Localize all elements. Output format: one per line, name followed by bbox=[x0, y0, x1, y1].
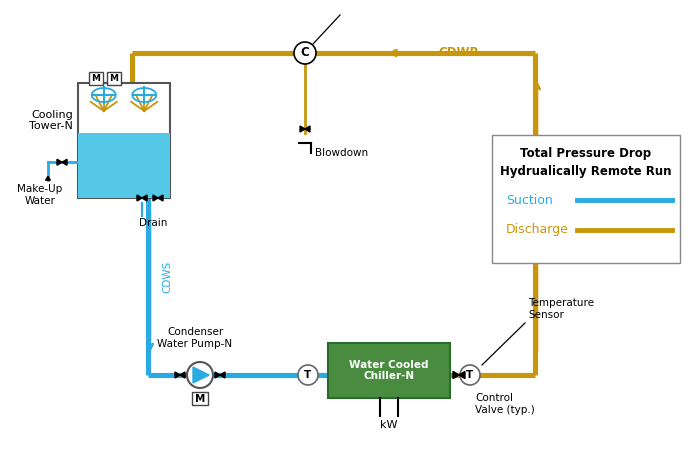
Polygon shape bbox=[62, 159, 67, 165]
Circle shape bbox=[460, 365, 480, 385]
Bar bbox=[328, 343, 450, 398]
Polygon shape bbox=[300, 126, 305, 132]
Text: T: T bbox=[466, 370, 474, 380]
Text: Make-Up
Water: Make-Up Water bbox=[18, 184, 62, 206]
Text: Suction: Suction bbox=[506, 193, 553, 207]
Polygon shape bbox=[158, 195, 163, 201]
Text: Total Pressure Drop: Total Pressure Drop bbox=[520, 147, 652, 160]
Text: M: M bbox=[195, 394, 205, 404]
Bar bbox=[78, 133, 170, 198]
Circle shape bbox=[294, 42, 316, 64]
Polygon shape bbox=[142, 195, 147, 201]
Text: Cooling
Tower-N: Cooling Tower-N bbox=[29, 110, 73, 131]
Text: M: M bbox=[91, 74, 100, 83]
Polygon shape bbox=[153, 195, 158, 201]
Text: Hydrualically Remote Run: Hydrualically Remote Run bbox=[500, 165, 672, 178]
Text: T: T bbox=[304, 370, 312, 380]
Bar bbox=[192, 392, 208, 405]
Text: Conductivity
Sensor: Conductivity Sensor bbox=[290, 0, 356, 1]
Text: CDWR: CDWR bbox=[438, 47, 479, 59]
Polygon shape bbox=[193, 367, 209, 383]
Bar bbox=[89, 72, 103, 85]
Circle shape bbox=[187, 362, 213, 388]
Text: M: M bbox=[109, 74, 118, 83]
Text: Discharge: Discharge bbox=[506, 223, 569, 236]
Polygon shape bbox=[305, 126, 310, 132]
Text: Condenser
Water Pump-N: Condenser Water Pump-N bbox=[158, 328, 232, 349]
Polygon shape bbox=[137, 195, 142, 201]
Text: Drain: Drain bbox=[139, 218, 167, 228]
Bar bbox=[492, 135, 680, 263]
Polygon shape bbox=[46, 176, 50, 180]
Polygon shape bbox=[220, 372, 225, 378]
Text: Water Cooled
Chiller-N: Water Cooled Chiller-N bbox=[349, 360, 428, 381]
Bar bbox=[78, 83, 170, 198]
Polygon shape bbox=[459, 371, 465, 379]
Circle shape bbox=[298, 365, 318, 385]
Text: CDWS: CDWS bbox=[162, 260, 172, 293]
Polygon shape bbox=[175, 372, 180, 378]
Text: C: C bbox=[300, 47, 309, 59]
Text: Temperature
Sensor: Temperature Sensor bbox=[528, 299, 594, 320]
Polygon shape bbox=[215, 372, 220, 378]
Polygon shape bbox=[180, 372, 185, 378]
Polygon shape bbox=[57, 159, 62, 165]
Text: Control
Valve (typ.): Control Valve (typ.) bbox=[475, 393, 535, 414]
Polygon shape bbox=[453, 371, 459, 379]
Bar bbox=[107, 72, 121, 85]
Text: kW: kW bbox=[380, 420, 398, 430]
Text: CDWR: CDWR bbox=[549, 198, 559, 231]
Text: Blowdown: Blowdown bbox=[315, 148, 368, 158]
